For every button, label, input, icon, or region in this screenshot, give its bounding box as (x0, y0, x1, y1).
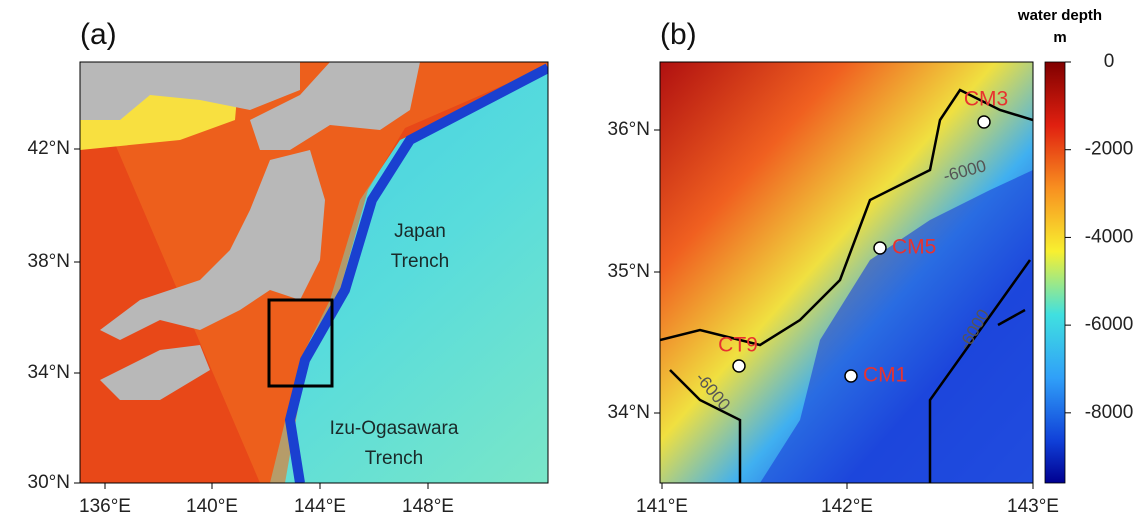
colorbar-tick-label: -2000 (1085, 139, 1134, 160)
x-tick-label: 141°E (636, 496, 688, 517)
colorbar-tick-label: -4000 (1085, 226, 1134, 247)
y-tick-label: 35°N (608, 261, 650, 282)
y-tick-label: 42°N (28, 138, 70, 159)
x-tick-label: 148°E (402, 496, 454, 517)
colorbar-unit: m (1053, 29, 1066, 46)
panel-label: (b) (660, 18, 697, 51)
map-a (80, 62, 548, 483)
annotation: Japan (394, 221, 446, 242)
x-tick-label: 140°E (186, 496, 238, 517)
annotation: Trench (391, 251, 449, 272)
annotation: Trench (365, 448, 423, 469)
colorbar-tick-label: -8000 (1085, 402, 1134, 423)
panel-label: (a) (80, 18, 117, 51)
colorbar-title: water depth (1017, 7, 1102, 24)
map-b (660, 62, 1033, 483)
colorbar-tick-label: 0 (1104, 51, 1115, 72)
y-tick-label: 34°N (608, 402, 650, 423)
colorbar-tick-label: -6000 (1085, 314, 1134, 335)
station-label: CM1 (863, 364, 907, 387)
station-label: CM3 (964, 88, 1008, 111)
station-label: CT9 (718, 334, 758, 357)
y-tick-label: 34°N (28, 362, 70, 383)
annotation: Izu-Ogasawara (330, 418, 459, 439)
figure: (a) (b) Japan Trench Izu-Ogasawara Trenc… (0, 0, 1141, 522)
y-tick-label: 30°N (28, 472, 70, 493)
x-tick-label: 136°E (79, 496, 131, 517)
station-label: CM5 (892, 236, 936, 259)
x-tick-label: 143°E (1007, 496, 1059, 517)
y-tick-label: 36°N (608, 119, 650, 140)
x-tick-label: 144°E (294, 496, 346, 517)
y-tick-label: 38°N (28, 251, 70, 272)
x-tick-label: 142°E (821, 496, 873, 517)
